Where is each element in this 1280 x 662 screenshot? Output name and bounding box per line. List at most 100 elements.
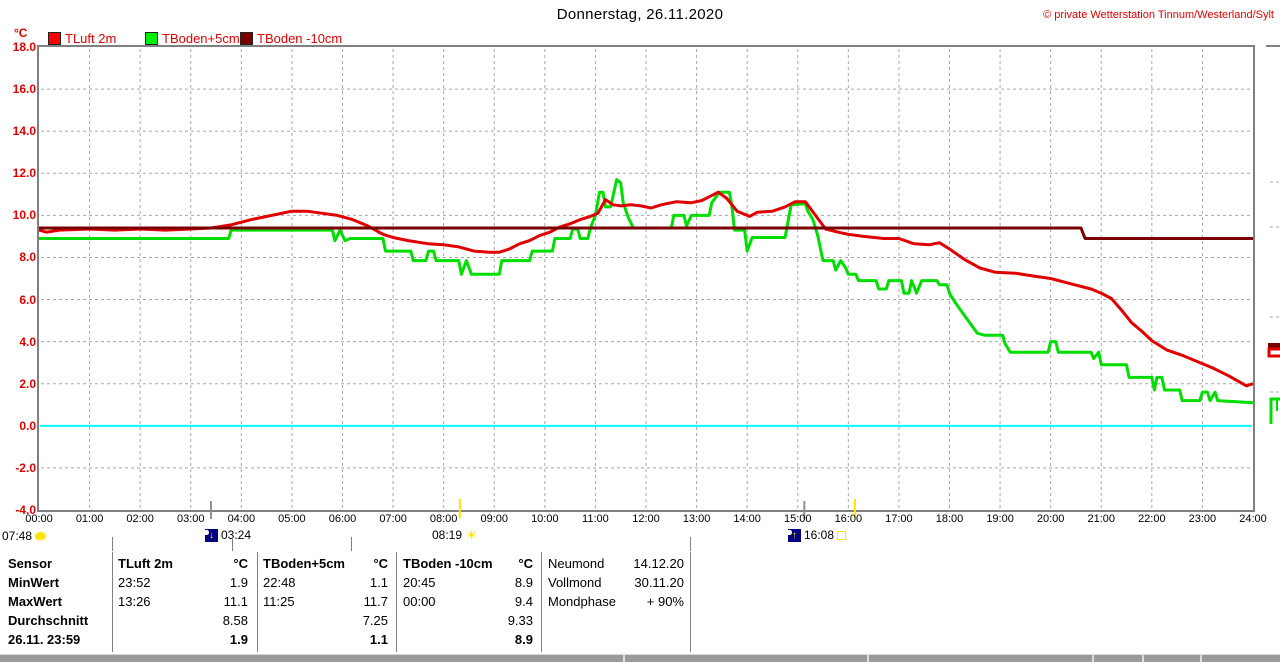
x-tick-label: 11:00 [582,513,609,525]
table-cell: 11:25 11.7 [263,594,388,611]
table-cell-value: 9.33 [507,613,533,628]
y-tick-label: 2.0 [19,376,36,391]
legend-label: TLuft 2m [65,30,117,46]
scrollbar-divider [1142,655,1144,662]
edge-fragment [1268,343,1280,348]
moonset-time-label: 03:24 [221,528,252,542]
table-cell: 13:26 11.1 [118,594,248,611]
table-separator [396,552,397,652]
table-cell: 20:45 8.9 [403,575,533,592]
scrollbar-divider [867,655,869,662]
x-tick-label: 14:00 [733,513,761,525]
sunset-annotation: ↑ 16:08 [788,528,847,542]
table-cell-value: + 90% [646,594,684,609]
table-cell: MinWert [8,575,110,592]
bottom-scrollbar[interactable] [0,654,1280,662]
legend-item: TLuft 2m [48,30,117,46]
table-cell-text: 13:26 [118,594,151,609]
x-tick-label: 01:00 [75,513,104,525]
y-tick-label: 4.0 [19,334,36,349]
table-cell: 7.25 [263,613,388,630]
sunrise-annotation: 08:19 ☀ [432,528,478,542]
x-tick-label: 16:00 [834,513,863,525]
table-separator [690,552,691,652]
table-cell-value: 11.7 [363,594,388,609]
x-tick-label: 17:00 [885,513,913,525]
y-tick-label: 18.0 [12,40,36,54]
x-tick-label: 09:00 [480,513,509,525]
table-cell: TLuft 2m °C [118,556,248,573]
x-tick-label: 05:00 [278,513,306,525]
table-cell-text: Sensor [8,556,53,571]
y-tick-label: 14.0 [12,124,36,139]
x-tick-label: 23:00 [1188,513,1217,525]
x-tick-label: 21:00 [1087,513,1116,525]
table-cell-value: °C [373,556,388,571]
y-tick-label: -4.0 [15,503,36,517]
table-cell-value: 7.25 [362,613,388,628]
table-cell: Sensor [8,556,110,573]
scrollbar-divider [1200,655,1202,662]
table-cell-text: Durchschnitt [8,613,89,628]
table-cell-text: TBoden -10cm [403,556,493,571]
table-cell-value: 1.9 [229,632,248,647]
sun-icon: ☀ [465,527,478,543]
table-cell-value: °C [518,556,533,571]
table-cell-value: °C [233,556,248,571]
table-cell: 22:48 1.1 [263,575,388,592]
legend-color-swatch [240,31,253,45]
x-tick-label: 15:00 [783,513,812,525]
x-tick-label: 24:00 [1239,513,1267,525]
x-tick-label: 20:00 [1036,513,1065,525]
moon-time-annotation: 07:48 [2,529,47,543]
moonrise-icon: ↑ [788,528,801,542]
table-separator-tick [232,537,233,551]
table-cell-text: 26.11. 23:59 [8,632,81,647]
x-tick-label: 10:00 [531,513,559,525]
page-title: Donnerstag, 26.11.2020 [556,6,724,23]
table-cell-value: 1.1 [369,575,388,590]
sunset-time-label: 16:08 [804,528,835,542]
table-cell-value: 1.1 [369,632,388,647]
y-tick-label: -2.0 [15,460,36,475]
table-separator-tick [690,537,691,551]
table-cell-value: 30.11.20 [634,575,684,590]
x-tick-label: 04:00 [227,513,256,525]
sunrise-time-label: 08:19 [432,528,463,542]
table-separator-tick [112,537,113,551]
table-cell: TBoden+5cm °C [263,556,388,573]
table-cell: 8.58 [118,613,248,630]
table-cell: 1.1 [263,632,388,649]
x-tick-label: 00:00 [25,513,53,525]
x-tick-label: 06:00 [328,513,357,525]
x-tick-label: 19:00 [986,513,1014,525]
y-tick-label: 6.0 [19,292,36,307]
legend-item: TBoden+5cm [145,30,240,46]
table-cell-text: 00:00 [403,594,436,609]
table-cell: TBoden -10cm °C [403,556,533,573]
moonset-annotation: ↓ 03:24 [205,528,251,542]
x-tick-label: 22:00 [1138,513,1166,525]
table-cell: 00:00 9.4 [403,594,533,611]
y-axis-unit-label: °C [14,26,28,40]
legend-label: TBoden+5cm [162,30,240,46]
series-tboden+5cm [39,178,1254,405]
table-cell-value: 9.4 [514,594,533,609]
table-cell: Durchschnitt [8,613,110,630]
x-tick-label: 02:00 [126,513,154,525]
legend-label: TBoden -10cm [257,30,343,46]
table-cell: MaxWert [8,594,110,611]
sunset-square-icon [837,530,847,540]
table-cell-value: 11.1 [223,594,248,609]
table-cell-text: 11:25 [263,594,295,609]
table-cell: Mondphase + 90% [548,594,684,611]
table-cell-value: 1.9 [229,575,248,590]
edge-fragment [1269,397,1280,424]
table-cell-text: MinWert [8,575,60,590]
table-cell-value: 8.9 [514,632,533,647]
moon-time-label: 07:48 [2,529,33,543]
table-cell-text: TBoden+5cm [263,556,345,571]
x-tick-label: 07:00 [379,513,407,525]
table-cell-text: TLuft 2m [118,556,173,571]
